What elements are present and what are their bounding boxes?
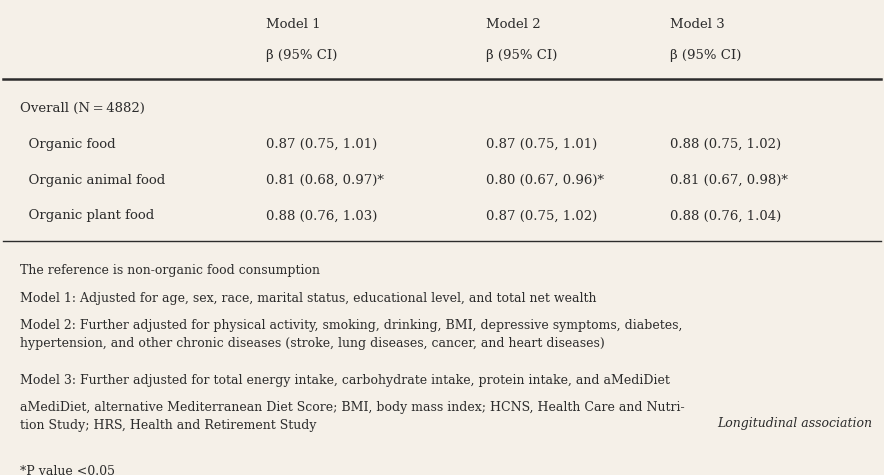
Text: β (95% CI): β (95% CI) bbox=[670, 49, 742, 62]
Text: 0.88 (0.76, 1.04): 0.88 (0.76, 1.04) bbox=[670, 209, 781, 222]
Text: 0.81 (0.68, 0.97)*: 0.81 (0.68, 0.97)* bbox=[266, 173, 385, 187]
Text: Model 2: Model 2 bbox=[486, 18, 540, 30]
Text: Organic animal food: Organic animal food bbox=[20, 173, 165, 187]
Text: Model 1: Adjusted for age, sex, race, marital status, educational level, and tot: Model 1: Adjusted for age, sex, race, ma… bbox=[20, 292, 597, 304]
Text: 0.87 (0.75, 1.02): 0.87 (0.75, 1.02) bbox=[486, 209, 598, 222]
Text: 0.87 (0.75, 1.01): 0.87 (0.75, 1.01) bbox=[266, 138, 377, 151]
Text: 0.88 (0.76, 1.03): 0.88 (0.76, 1.03) bbox=[266, 209, 377, 222]
Text: 0.88 (0.75, 1.02): 0.88 (0.75, 1.02) bbox=[670, 138, 781, 151]
Text: Model 3: Further adjusted for total energy intake, carbohydrate intake, protein : Model 3: Further adjusted for total ener… bbox=[20, 374, 670, 387]
Text: Model 3: Model 3 bbox=[670, 18, 725, 30]
Text: Organic food: Organic food bbox=[20, 138, 116, 151]
Text: β (95% CI): β (95% CI) bbox=[266, 49, 338, 62]
Text: β (95% CI): β (95% CI) bbox=[486, 49, 557, 62]
Text: 0.81 (0.67, 0.98)*: 0.81 (0.67, 0.98)* bbox=[670, 173, 789, 187]
Text: Model 1: Model 1 bbox=[266, 18, 321, 30]
Text: 0.80 (0.67, 0.96)*: 0.80 (0.67, 0.96)* bbox=[486, 173, 604, 187]
Text: The reference is non-organic food consumption: The reference is non-organic food consum… bbox=[20, 264, 320, 277]
Text: aMediDiet, alternative Mediterranean Diet Score; BMI, body mass index; HCNS, Hea: aMediDiet, alternative Mediterranean Die… bbox=[20, 401, 685, 432]
Text: Longitudinal association: Longitudinal association bbox=[718, 417, 873, 429]
Text: 0.87 (0.75, 1.01): 0.87 (0.75, 1.01) bbox=[486, 138, 598, 151]
Text: Model 2: Further adjusted for physical activity, smoking, drinking, BMI, depress: Model 2: Further adjusted for physical a… bbox=[20, 319, 682, 350]
Text: Overall (N = 4882): Overall (N = 4882) bbox=[20, 102, 145, 115]
Text: *P value <0.05: *P value <0.05 bbox=[20, 465, 115, 475]
Text: Organic plant food: Organic plant food bbox=[20, 209, 155, 222]
